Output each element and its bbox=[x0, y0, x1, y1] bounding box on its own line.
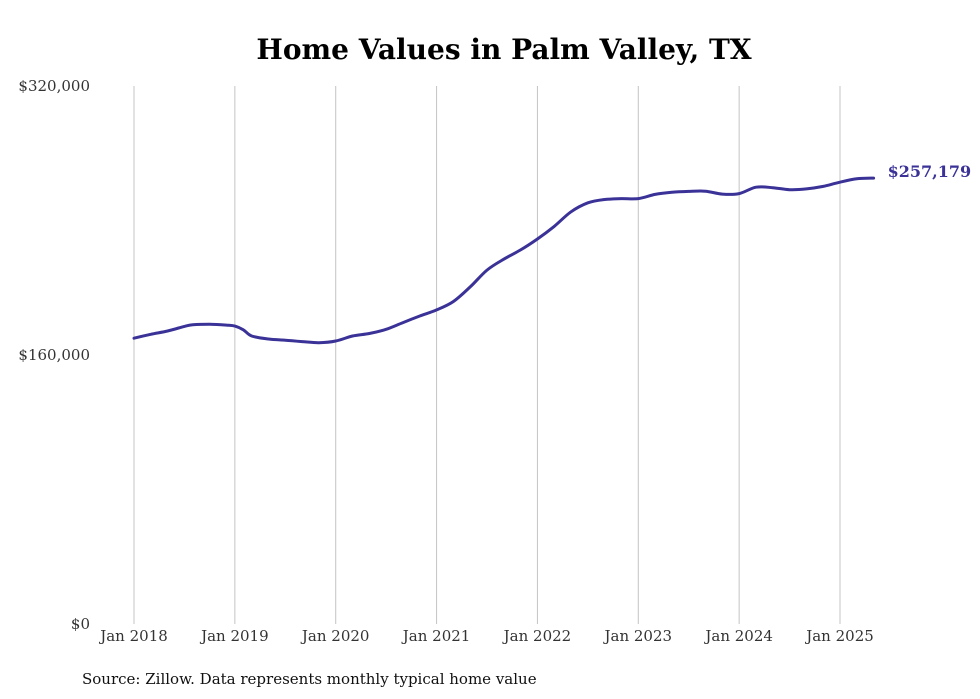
x-tick-label: Jan 2023 bbox=[603, 627, 673, 645]
y-tick-label: $320,000 bbox=[18, 77, 90, 95]
grid bbox=[133, 86, 841, 624]
y-tick-label: $160,000 bbox=[18, 346, 90, 364]
y-tick-label: $0 bbox=[71, 615, 90, 633]
y-axis-ticks: $0 $160,000 $320,000 bbox=[18, 77, 90, 633]
x-tick-label: Jan 2024 bbox=[703, 627, 773, 645]
chart-title: Home Values in Palm Valley, TX bbox=[256, 33, 751, 66]
x-tick-label: Jan 2025 bbox=[804, 627, 874, 645]
x-tick-label: Jan 2021 bbox=[401, 627, 471, 645]
x-tick-label: Jan 2022 bbox=[502, 627, 572, 645]
x-tick-label: Jan 2019 bbox=[199, 627, 269, 645]
end-value-label: $257,179 bbox=[888, 162, 972, 181]
x-axis-ticks: Jan 2018 Jan 2019 Jan 2020 Jan 2021 Jan 2022… bbox=[98, 627, 874, 645]
source-note: Source: Zillow. Data represents monthly … bbox=[82, 670, 537, 688]
x-tick-label: Jan 2018 bbox=[98, 627, 168, 645]
x-tick-label: Jan 2020 bbox=[300, 627, 370, 645]
series-line bbox=[132, 176, 876, 345]
